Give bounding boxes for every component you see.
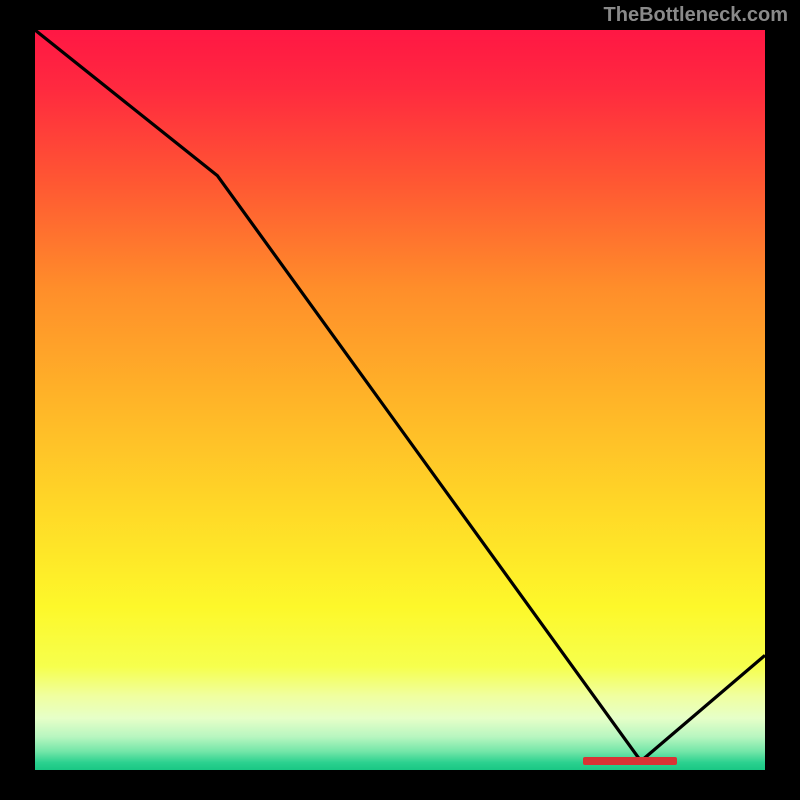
watermark-label: TheBottleneck.com (604, 4, 788, 27)
bottleneck-curve (0, 0, 800, 800)
optimal-range-marker (583, 757, 678, 764)
chart-stage: TheBottleneck.com (0, 0, 800, 800)
